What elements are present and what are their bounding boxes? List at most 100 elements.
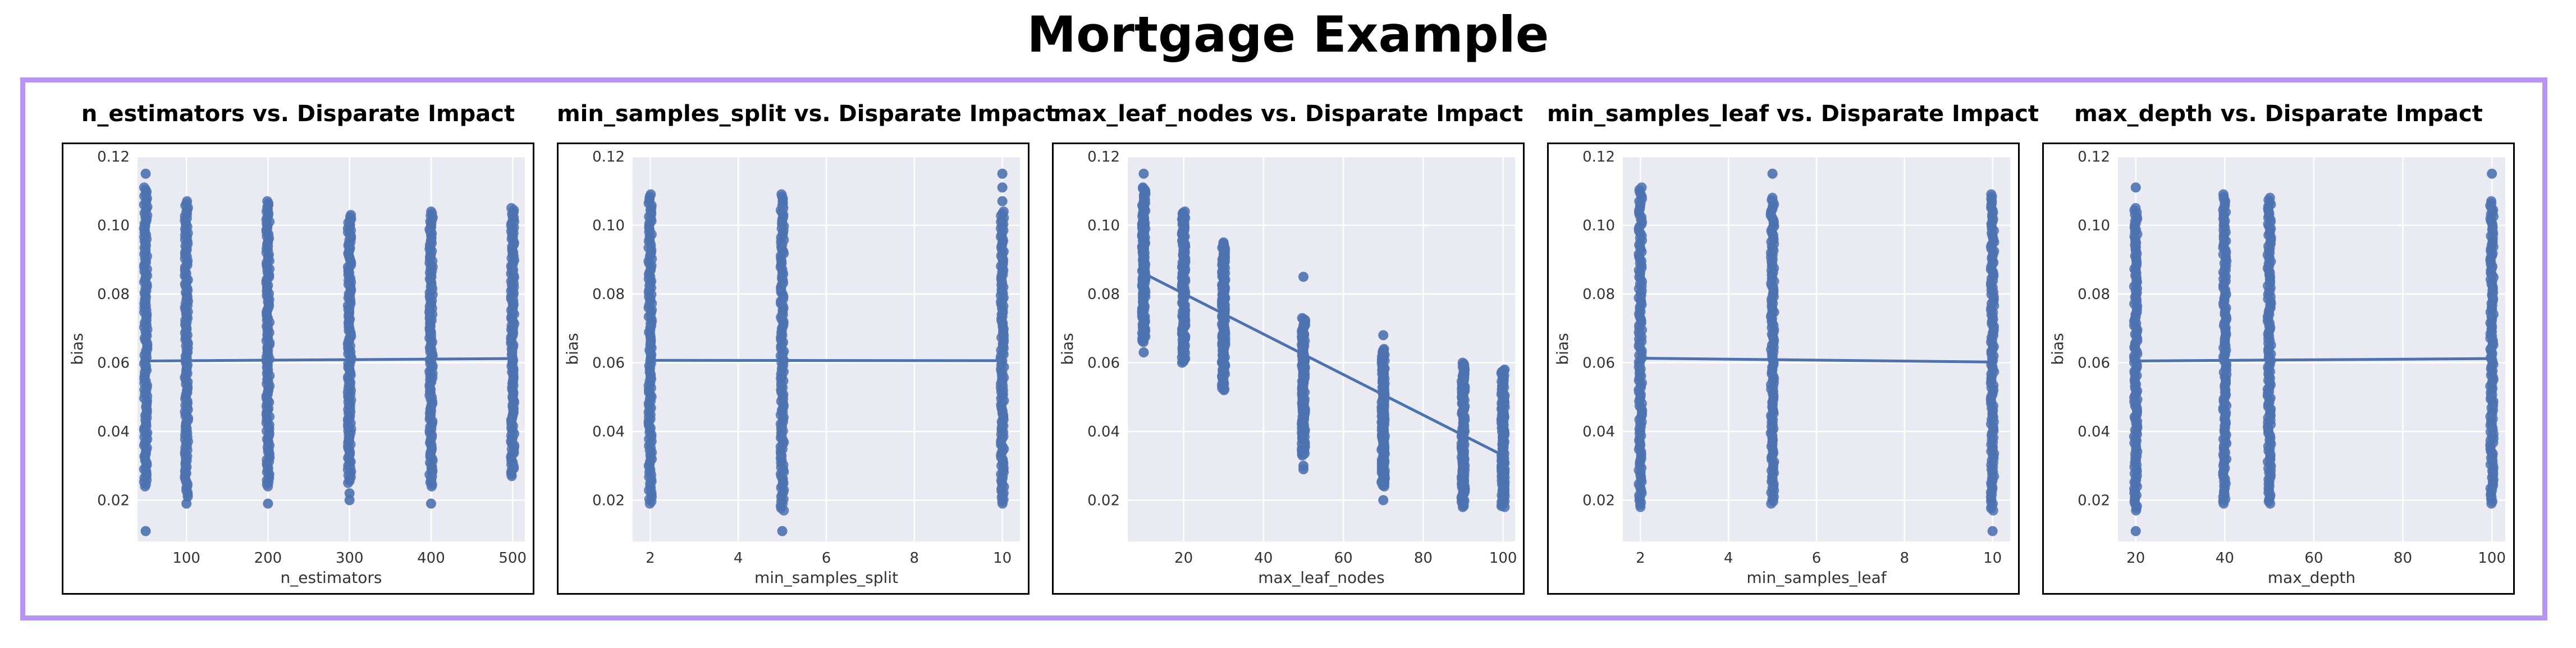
page-title: Mortgage Example (1027, 6, 1549, 63)
x-axis-label: max_depth (2268, 568, 2356, 587)
y-tick-label: 0.02 (592, 493, 625, 509)
data-point (263, 498, 273, 509)
x-tick-label: 100 (2478, 550, 2506, 567)
x-tick-label: 4 (1724, 550, 1733, 567)
data-point (140, 168, 151, 179)
data-point (1636, 182, 1647, 193)
point-column (1376, 330, 1390, 505)
regression-line (2135, 357, 2492, 362)
data-point (1138, 168, 1149, 179)
data-point (426, 206, 437, 217)
data-point (2130, 526, 2141, 536)
x-tick-label: 80 (1414, 550, 1433, 567)
plot-area (2118, 157, 2505, 541)
data-point (346, 210, 356, 220)
data-point (997, 182, 1008, 193)
y-tick-label: 0.08 (1582, 286, 1615, 303)
x-axis-label: max_leaf_nodes (1258, 568, 1385, 587)
x-tick-label: 2 (1636, 550, 1645, 567)
data-point (1986, 189, 1997, 200)
x-tick-label: 200 (254, 550, 282, 567)
data-point (1767, 192, 1778, 203)
y-tick-label: 0.12 (592, 149, 625, 166)
x-tick-label: 10 (1983, 550, 2002, 567)
chart-title: min_samples_leaf vs. Disparate Impact (1547, 101, 2039, 127)
data-point (181, 498, 192, 509)
y-axis-label: bias (1058, 333, 1077, 365)
data-point (1298, 464, 1308, 475)
data-point (139, 182, 149, 193)
x-tick-label: 80 (2394, 550, 2412, 567)
regression-line (145, 357, 513, 362)
data-point (1499, 364, 1510, 375)
chart-panel: 0.02 0.04 0.06 0.08 0.10 0.12 20 40 60 80 100 max_d… (2042, 143, 2515, 595)
scatter-chart: 0.02 0.04 0.06 0.08 0.10 0.12 2 4 6 8 10 min_sample… (563, 149, 1020, 587)
y-tick-label: 0.10 (97, 218, 130, 235)
data-point (1378, 330, 1389, 341)
point-column (2218, 189, 2232, 509)
data-point (182, 196, 193, 206)
y-tick-label: 0.06 (97, 355, 130, 372)
x-tick-label: 40 (1254, 550, 1273, 567)
x-tick-label: 6 (1812, 550, 1822, 567)
x-tick-label: 8 (1900, 550, 1910, 567)
x-tick-label: 2 (646, 550, 655, 567)
data-point (140, 526, 151, 536)
y-tick-label: 0.04 (97, 424, 130, 440)
chart-panel: 0.02 0.04 0.06 0.08 0.10 0.12 2 4 6 8 10 min_sample… (557, 143, 1030, 595)
data-point (1138, 182, 1149, 193)
point-column (1297, 272, 1310, 475)
x-tick-label: 8 (910, 550, 919, 567)
point-column (1137, 168, 1151, 358)
x-tick-label: 60 (1334, 550, 1353, 567)
data-point (1138, 347, 1149, 358)
data-point (776, 189, 787, 200)
data-point (998, 206, 1009, 217)
point-column (261, 196, 275, 509)
point-column (643, 189, 657, 509)
y-tick-label: 0.02 (1582, 493, 1615, 509)
x-axis-label: n_estimators (281, 568, 382, 587)
figure-frame (20, 77, 2547, 621)
data-point (1378, 495, 1389, 505)
chart-title: n_estimators vs. Disparate Impact (81, 101, 515, 127)
data-point (262, 196, 273, 206)
point-column (995, 168, 1009, 509)
x-tick-label: 40 (2216, 550, 2234, 567)
point-column (2262, 192, 2276, 509)
data-point (2486, 196, 2497, 206)
data-point (1987, 526, 1998, 536)
data-point (344, 488, 355, 499)
x-tick-label: 100 (1489, 550, 1517, 567)
x-tick-label: 6 (822, 550, 831, 567)
x-tick-label: 20 (1174, 550, 1193, 567)
data-point (2487, 168, 2497, 179)
point-column (139, 168, 153, 536)
data-point (997, 196, 1008, 206)
point-column (1634, 182, 1648, 512)
y-tick-label: 0.10 (1087, 218, 1120, 235)
regression-line (650, 359, 1003, 362)
y-axis-label: bias (68, 333, 86, 365)
y-tick-label: 0.02 (1087, 493, 1120, 509)
chart-panel: 0.02 0.04 0.06 0.08 0.10 0.12 100 200 300 400 500 n… (62, 143, 534, 595)
y-tick-label: 0.08 (97, 286, 130, 303)
x-tick-label: 20 (2126, 550, 2145, 567)
y-tick-label: 0.02 (2078, 493, 2110, 509)
y-tick-label: 0.12 (1582, 149, 1615, 166)
x-tick-label: 4 (734, 550, 743, 567)
data-point (1379, 344, 1389, 354)
x-tick-label: 100 (172, 550, 200, 567)
y-axis-label: bias (2048, 333, 2067, 365)
chart-title: max_leaf_nodes vs. Disparate Impact (1053, 101, 1523, 127)
regression-line (1143, 272, 1504, 457)
data-point (2130, 203, 2141, 213)
data-point (1767, 168, 1778, 179)
plot-area (1128, 157, 1515, 541)
y-tick-label: 0.08 (2078, 286, 2110, 303)
y-tick-label: 0.06 (592, 355, 625, 372)
y-tick-label: 0.06 (1087, 355, 1120, 372)
y-tick-label: 0.04 (2078, 424, 2110, 440)
point-column (1216, 237, 1230, 396)
data-point (425, 498, 436, 509)
